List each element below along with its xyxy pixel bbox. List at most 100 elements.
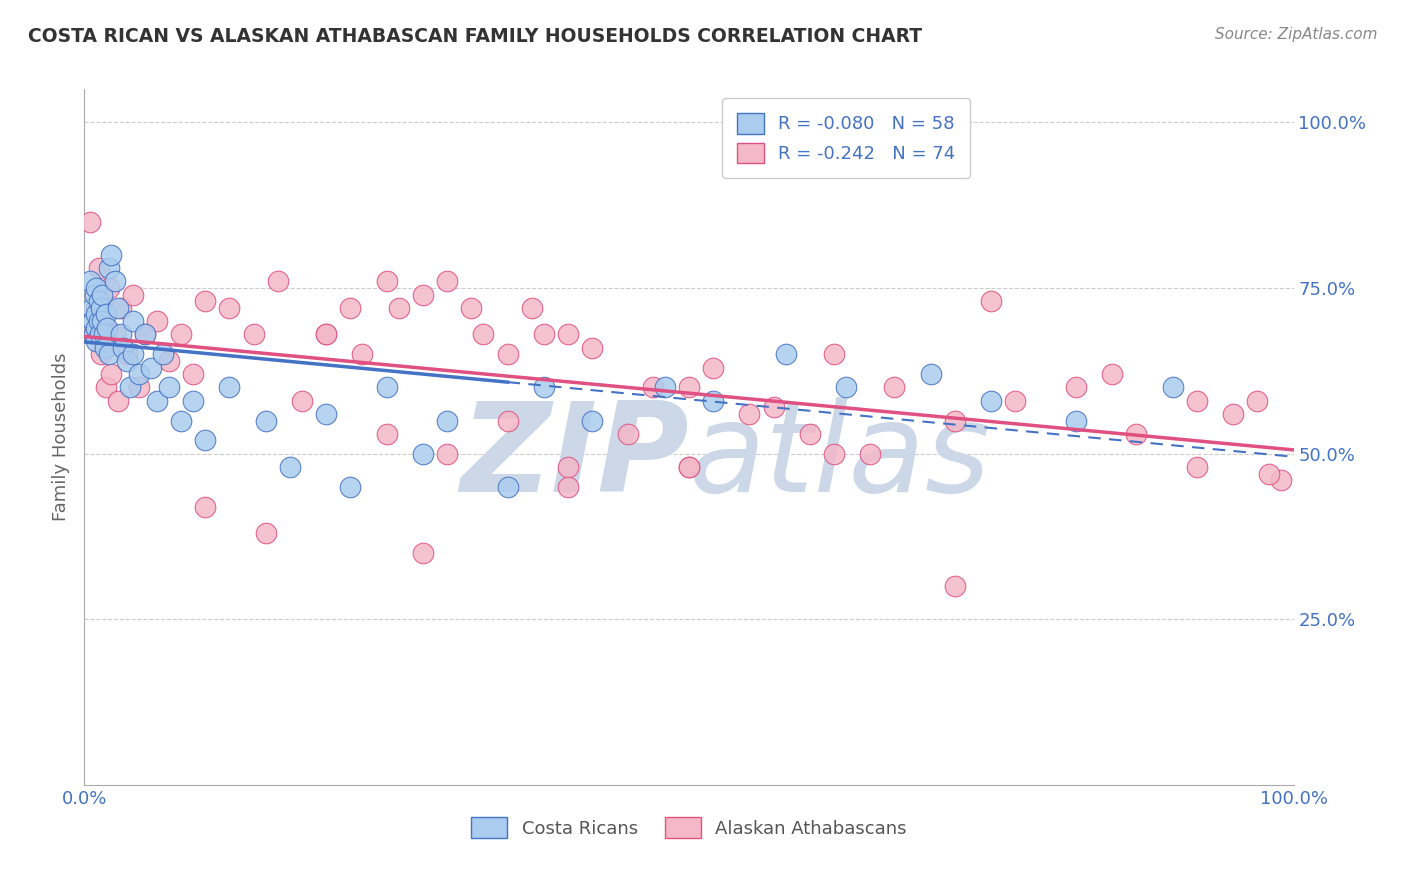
Point [91,314,114,328]
Point [678,459,700,474]
Point [93,314,115,328]
Point [436,447,458,461]
Point [823,447,845,461]
Point [254,413,277,427]
Point [496,480,519,494]
Point [835,380,858,394]
Point [121,347,143,361]
Point [496,347,519,361]
Point [194,294,217,309]
Point [86,334,108,348]
Point [104,274,127,288]
Point [84,287,107,301]
Point [79,215,101,229]
Point [1246,393,1268,408]
Point [83,327,105,342]
Point [436,274,458,288]
Point [412,447,434,461]
Point [339,480,361,494]
Text: Source: ZipAtlas.com: Source: ZipAtlas.com [1215,27,1378,42]
Point [315,407,337,421]
Point [315,327,337,342]
Point [557,480,579,494]
Point [375,426,398,441]
Point [181,367,204,381]
Point [799,426,821,441]
Point [94,308,117,322]
Point [678,380,700,394]
Point [139,360,162,375]
Point [87,294,110,309]
Point [436,413,458,427]
Point [218,380,240,394]
Point [267,274,290,288]
Point [242,327,264,342]
Point [87,314,110,328]
Point [110,301,132,315]
Point [115,354,138,368]
Legend: Costa Ricans, Alaskan Athabascans: Costa Ricans, Alaskan Athabascans [464,810,914,846]
Point [86,301,108,315]
Point [86,281,108,295]
Point [581,413,603,427]
Point [115,347,138,361]
Point [678,459,700,474]
Point [254,526,277,541]
Point [94,380,117,394]
Text: ZIP: ZIP [460,398,689,518]
Point [82,314,104,328]
Point [762,401,785,415]
Point [97,261,120,276]
Point [128,367,150,381]
Point [93,327,115,342]
Point [128,380,150,394]
Point [315,327,337,342]
Point [654,380,676,394]
Point [702,393,724,408]
Point [738,407,761,421]
Point [100,367,122,381]
Point [100,248,122,262]
Point [170,413,193,427]
Point [641,380,664,394]
Point [1185,393,1208,408]
Point [91,287,114,301]
Point [120,380,142,394]
Point [107,393,129,408]
Point [86,308,108,322]
Point [943,579,966,593]
Point [980,294,1002,309]
Point [152,347,174,361]
Point [194,434,217,448]
Point [1064,413,1087,427]
Point [90,301,112,315]
Point [291,393,314,408]
Point [520,301,543,315]
Point [943,413,966,427]
Point [617,426,640,441]
Point [121,314,143,328]
Point [920,367,942,381]
Point [87,261,110,276]
Point [775,347,797,361]
Point [89,327,111,342]
Point [90,347,112,361]
Point [533,327,555,342]
Point [1258,467,1281,481]
Point [170,327,193,342]
Point [134,327,156,342]
Point [1222,407,1244,421]
Point [702,360,724,375]
Point [97,281,120,295]
Point [557,327,579,342]
Point [146,393,169,408]
Y-axis label: Family Households: Family Households [52,353,70,521]
Point [388,301,411,315]
Point [79,274,101,288]
Point [80,301,103,315]
Point [121,287,143,301]
Point [1125,426,1147,441]
Text: atlas: atlas [689,398,991,518]
Point [112,341,135,355]
Point [859,447,882,461]
